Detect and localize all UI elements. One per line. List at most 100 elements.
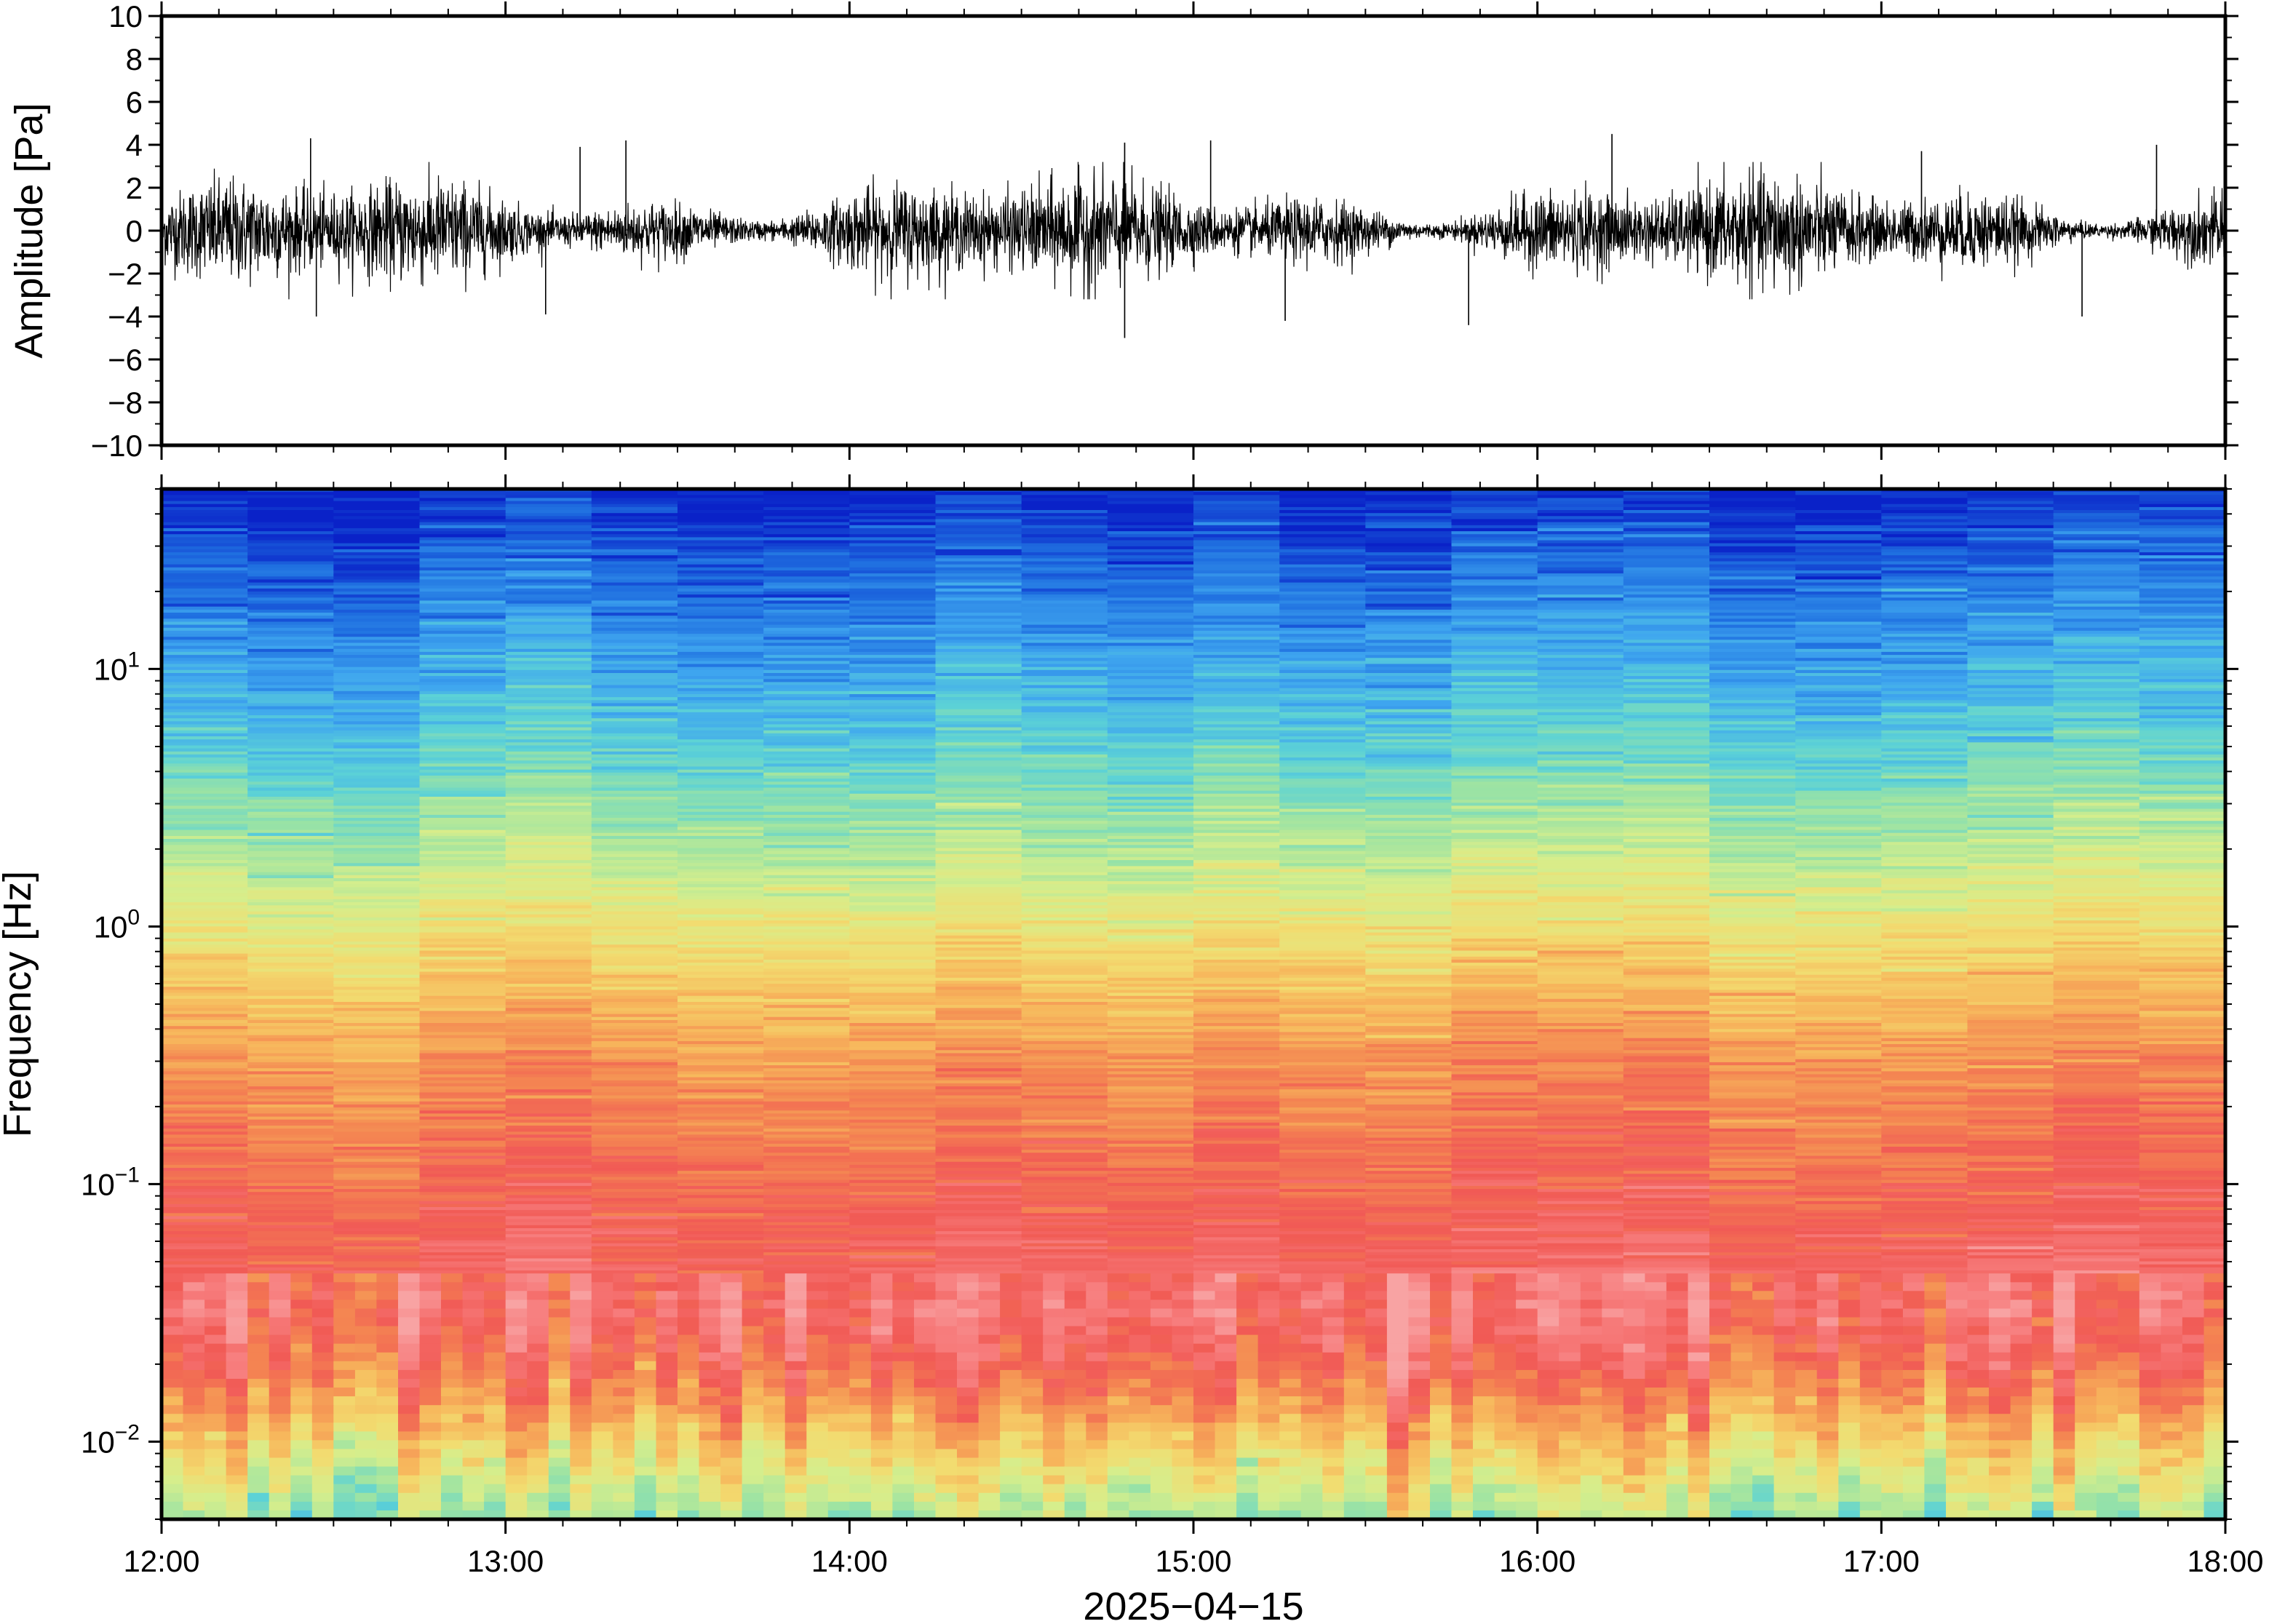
spectrogram-cell	[505, 905, 592, 909]
spectrogram-cell	[162, 787, 248, 792]
spectrogram-cell	[419, 552, 506, 556]
spectrogram-cell	[2139, 908, 2226, 912]
spectrogram-cell	[1107, 685, 1194, 689]
spectrogram-cell	[505, 942, 592, 945]
spectrogram-cell	[1795, 658, 1882, 661]
spectrogram-cell	[1709, 534, 1796, 538]
spectrogram-cell	[1107, 618, 1194, 622]
spectrogram-cell	[677, 971, 764, 976]
spectrogram-cell	[1967, 766, 2054, 771]
spectrogram-cell	[1451, 793, 1538, 797]
spectrogram-cell	[935, 942, 1022, 945]
spectrogram-cell	[1795, 627, 1882, 632]
spectrogram-cell	[1967, 594, 2054, 598]
spectrogram-cell	[849, 1068, 937, 1072]
spectrogram-cell	[2139, 739, 2226, 743]
spectrogram-cell	[1967, 956, 2054, 960]
spectrogram-cell	[419, 564, 506, 568]
spectrogram-cell	[1021, 800, 1108, 803]
spectrogram-cell	[1967, 621, 2054, 626]
spectrogram-cell	[1881, 963, 1968, 966]
spectrogram-cell	[677, 1065, 764, 1069]
spectrogram-cell	[849, 1062, 937, 1066]
spectrogram-cell	[1881, 890, 1968, 894]
spectrogram-cell	[333, 561, 421, 565]
spectrogram-cell	[505, 600, 592, 605]
spectrogram-cell	[1795, 709, 1882, 713]
spectrogram-cell	[1709, 935, 1796, 939]
spectrogram-cell	[1451, 987, 1538, 990]
spectrogram-cell	[1451, 661, 1538, 665]
spectrogram-cell	[1451, 757, 1538, 761]
spectrogram-cell	[935, 790, 1022, 795]
spectrogram-cell	[1623, 920, 1710, 924]
spectrogram-cell	[591, 552, 678, 556]
spectrogram-cell	[1967, 573, 2054, 577]
spectrogram-cell	[1537, 1019, 1624, 1024]
spectrogram-cell	[849, 712, 937, 716]
spectrogram-cell	[591, 842, 678, 845]
spectrogram-cell	[1881, 953, 1968, 958]
spectrogram-cell	[763, 669, 850, 674]
spectrogram-cell	[419, 911, 506, 915]
spectrogram-cell	[1279, 811, 1366, 816]
spectrogram-cell	[419, 1032, 506, 1036]
spectrogram-cell	[505, 510, 592, 514]
spectrogram-cell	[333, 1092, 421, 1096]
spectrogram-cell	[591, 856, 678, 861]
spectrogram-cell	[1279, 564, 1366, 568]
spectrogram-cell	[1107, 579, 1194, 584]
spectrogram-cell	[763, 1089, 850, 1093]
spectrogram-cell	[1193, 1047, 1280, 1051]
spectrogram-cell	[1021, 929, 1108, 934]
spectrogram-cell	[1107, 911, 1194, 915]
spectrogram-cell	[1537, 510, 1624, 514]
spectrogram-cell	[2053, 1068, 2140, 1072]
spectrogram-cell	[419, 763, 506, 768]
spectrogram-cell	[849, 1008, 937, 1011]
spectrogram-cell	[419, 534, 506, 538]
spectrogram-cell	[1451, 648, 1538, 653]
spectrogram-cell	[333, 818, 421, 821]
spectrogram-cell	[1795, 929, 1882, 934]
spectrogram-cell	[1193, 995, 1280, 1000]
spectrogram-cell	[1537, 736, 1624, 740]
spectrogram-cell	[2139, 881, 2226, 885]
spectrogram-cell	[677, 963, 764, 966]
spectrogram-cell	[247, 754, 334, 758]
spectrogram-cell	[1021, 510, 1108, 514]
spectrogram-cell	[1795, 706, 1882, 710]
spectrogram-cell	[1193, 642, 1280, 647]
spectrogram-cell	[1021, 1035, 1108, 1039]
spectrogram-cell	[162, 1023, 248, 1027]
spectrogram-cell	[333, 528, 421, 532]
spectrogram-cell	[1193, 600, 1280, 605]
spectrogram-cell	[1365, 582, 1453, 586]
spectrogram-cell	[935, 697, 1022, 701]
spectrogram-cell	[1193, 621, 1280, 626]
spectrogram-cell	[333, 800, 421, 803]
spectrogram-cell	[1709, 769, 1796, 773]
spectrogram-cell	[1107, 797, 1194, 800]
spectrogram-cell	[1279, 585, 1366, 589]
spectrogram-cell	[505, 1002, 592, 1006]
spectrogram-cell	[849, 754, 937, 758]
spectrogram-cell	[2139, 929, 2226, 934]
spectrogram-cell	[162, 784, 248, 789]
spectrogram-cell	[1107, 673, 1194, 677]
spectrogram-cell	[247, 998, 334, 1003]
spectrogram-cell	[247, 745, 334, 749]
spectrogram-cell	[1193, 558, 1280, 562]
spectrogram-cell	[2139, 827, 2226, 831]
spectrogram-cell	[1537, 627, 1624, 632]
spectrogram-cell	[505, 1038, 592, 1042]
spectrogram-cell	[1193, 606, 1280, 610]
spectrogram-cell	[763, 905, 850, 909]
spectrogram-cell	[1021, 516, 1108, 520]
spectrogram-cell	[1537, 784, 1624, 789]
spectrogram-cell	[1967, 1026, 2054, 1030]
spectrogram-cell	[935, 856, 1022, 861]
spectrogram-cell	[849, 935, 937, 939]
spectrogram-cell	[1795, 881, 1882, 885]
spectrogram-cell	[1451, 606, 1538, 610]
